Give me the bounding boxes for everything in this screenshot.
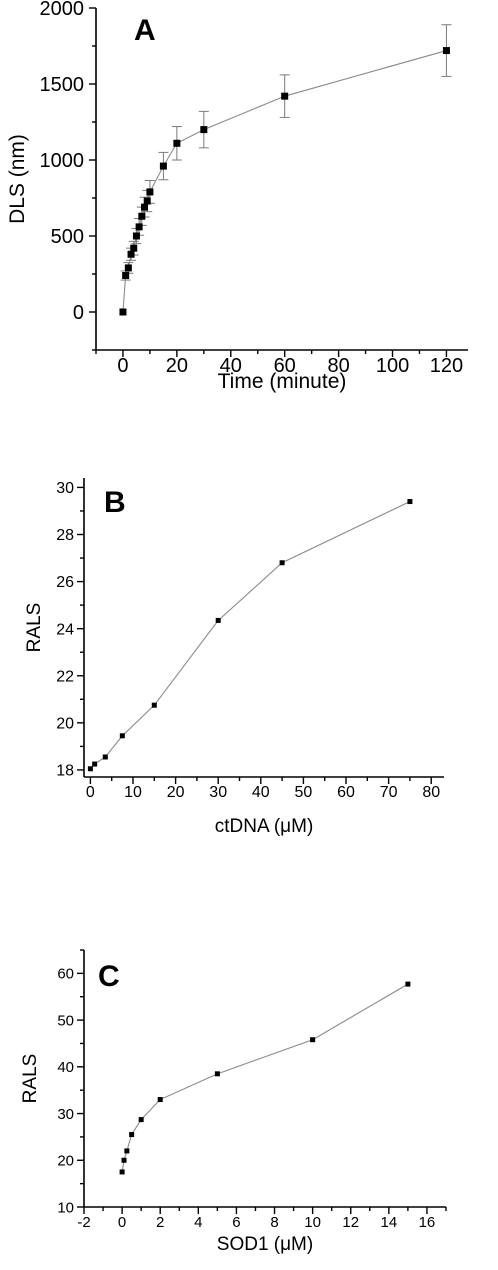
series-line bbox=[121, 983, 409, 1173]
x-tick-label: 16 bbox=[419, 1214, 436, 1231]
x-axis-title: Time (minute) bbox=[218, 370, 347, 393]
y-tick-label: 18 bbox=[56, 763, 74, 780]
x-tick-label: 80 bbox=[327, 355, 349, 377]
y-tick-label: 0 bbox=[73, 302, 84, 324]
panel-label: B bbox=[104, 486, 126, 519]
data-point bbox=[135, 223, 143, 231]
x-tick-label: 20 bbox=[166, 355, 188, 377]
data-point bbox=[151, 702, 157, 708]
data-point bbox=[138, 212, 146, 220]
data-point bbox=[138, 1117, 144, 1123]
y-tick-label: 24 bbox=[56, 621, 74, 638]
x-tick-label: 0 bbox=[117, 355, 128, 377]
x-tick-label: 40 bbox=[252, 784, 270, 801]
y-tick-label: 30 bbox=[57, 1106, 74, 1123]
x-axis-title: ctDNA (μM) bbox=[215, 816, 314, 837]
data-point bbox=[407, 499, 413, 505]
series-line bbox=[89, 501, 411, 770]
x-tick-label: 80 bbox=[422, 784, 440, 801]
data-point bbox=[102, 754, 108, 760]
y-tick-label: 40 bbox=[57, 1059, 74, 1076]
y-axis-title: RALS bbox=[20, 1054, 41, 1104]
data-point bbox=[87, 766, 93, 772]
x-tick-label: 14 bbox=[380, 1214, 397, 1231]
x-tick-label: -2 bbox=[77, 1214, 90, 1231]
y-tick-label: 20 bbox=[56, 715, 74, 732]
data-point bbox=[157, 1097, 163, 1103]
data-point bbox=[124, 1148, 130, 1154]
y-tick-label: 10 bbox=[57, 1199, 74, 1216]
data-point bbox=[173, 139, 181, 147]
y-tick-label: 30 bbox=[56, 480, 74, 497]
y-tick-label: 50 bbox=[57, 1012, 74, 1029]
x-tick-label: 100 bbox=[376, 355, 409, 377]
y-axis-title: RALS bbox=[24, 603, 45, 653]
chart-panel-c: -2 0 2 4 6 8 10 12 14 16 10 20 30 40 50 60 SOD1 (μM) RALS… bbox=[20, 949, 447, 1255]
x-tick-label: 4 bbox=[194, 1214, 202, 1231]
data-point bbox=[124, 264, 132, 272]
x-tick-label: 40 bbox=[220, 355, 242, 377]
data-point bbox=[310, 1037, 316, 1043]
x-tick-label: 30 bbox=[209, 784, 227, 801]
x-tick-label: 120 bbox=[430, 355, 463, 377]
y-tick-label: 60 bbox=[57, 966, 74, 983]
x-tick-label: 60 bbox=[337, 784, 355, 801]
data-point bbox=[130, 244, 138, 252]
data-point bbox=[146, 188, 154, 196]
x-tick-label: 10 bbox=[304, 1214, 321, 1231]
chart-panel-a: 0 20 40 60 80 100 120 0 500 1000 1500 2000 Time (min… bbox=[6, 0, 468, 393]
data-point bbox=[119, 308, 127, 316]
data-point bbox=[143, 197, 151, 205]
data-point bbox=[214, 1071, 220, 1077]
panel-label: C bbox=[98, 960, 120, 993]
data-point bbox=[129, 1132, 135, 1138]
x-tick-label: 10 bbox=[124, 784, 142, 801]
y-tick-label: 500 bbox=[51, 226, 84, 248]
y-tick-label: 1500 bbox=[40, 74, 85, 96]
y-axis-title: DLS (nm) bbox=[6, 134, 29, 224]
y-tick-label: 22 bbox=[56, 668, 74, 685]
data-point bbox=[132, 232, 140, 240]
data-point bbox=[121, 1157, 127, 1163]
data-point bbox=[119, 1169, 125, 1175]
x-tick-label: 60 bbox=[274, 355, 296, 377]
y-tick-label: 2000 bbox=[40, 0, 85, 20]
y-tick-label: 28 bbox=[56, 527, 74, 544]
x-tick-label: 2 bbox=[156, 1214, 164, 1231]
panel-label: A bbox=[134, 14, 156, 47]
data-point bbox=[141, 203, 149, 211]
x-tick-label: 20 bbox=[167, 784, 185, 801]
x-tick-label: 50 bbox=[295, 784, 313, 801]
y-tick-label: 20 bbox=[57, 1153, 74, 1170]
x-tick-label: 70 bbox=[380, 784, 398, 801]
x-tick-label: 0 bbox=[118, 1214, 126, 1231]
data-point bbox=[405, 981, 411, 987]
data-point bbox=[159, 162, 167, 170]
x-tick-label: 12 bbox=[342, 1214, 359, 1231]
y-tick-label: 26 bbox=[56, 574, 74, 591]
x-tick-label: 8 bbox=[270, 1214, 278, 1231]
data-point bbox=[92, 761, 98, 767]
data-point bbox=[281, 92, 289, 100]
data-point bbox=[279, 560, 285, 566]
chart-panel-b: 0 10 20 30 40 50 60 70 80 18 20 22 24 26 28 30 ctDNA (μM… bbox=[24, 478, 444, 837]
x-tick-label: 0 bbox=[86, 784, 95, 801]
data-point bbox=[122, 272, 130, 280]
data-point bbox=[442, 47, 450, 55]
y-tick-label: 1000 bbox=[40, 150, 85, 172]
x-axis-title: SOD1 (μM) bbox=[217, 1234, 313, 1255]
data-point bbox=[215, 617, 221, 623]
x-tick-label: 6 bbox=[232, 1214, 240, 1231]
data-point bbox=[127, 250, 135, 258]
data-point bbox=[200, 126, 208, 134]
data-point bbox=[119, 733, 125, 739]
